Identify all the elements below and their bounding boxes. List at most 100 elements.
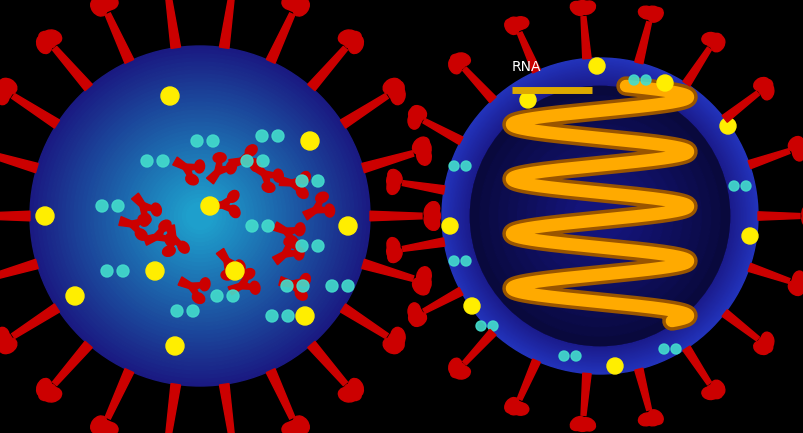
Ellipse shape (273, 169, 283, 182)
Circle shape (728, 181, 738, 191)
Polygon shape (266, 13, 295, 63)
Ellipse shape (250, 281, 259, 294)
Polygon shape (0, 151, 39, 173)
Circle shape (90, 106, 309, 326)
Ellipse shape (760, 83, 773, 100)
Circle shape (570, 351, 581, 361)
Polygon shape (266, 368, 295, 419)
Ellipse shape (292, 0, 309, 16)
Circle shape (458, 74, 740, 358)
Polygon shape (143, 234, 158, 245)
Ellipse shape (37, 35, 51, 54)
Ellipse shape (94, 420, 112, 433)
Circle shape (146, 262, 164, 280)
Polygon shape (132, 218, 145, 228)
Ellipse shape (383, 338, 401, 354)
Polygon shape (165, 384, 181, 433)
Circle shape (526, 143, 672, 289)
Circle shape (540, 157, 658, 275)
Circle shape (444, 61, 754, 371)
Circle shape (54, 70, 345, 362)
Ellipse shape (453, 366, 470, 379)
Ellipse shape (234, 260, 245, 273)
Circle shape (450, 67, 748, 365)
Circle shape (509, 126, 689, 306)
Circle shape (296, 240, 308, 252)
Ellipse shape (512, 17, 528, 29)
Circle shape (141, 155, 153, 167)
Ellipse shape (386, 242, 399, 259)
Ellipse shape (410, 106, 426, 120)
Polygon shape (361, 151, 414, 173)
Circle shape (455, 71, 744, 361)
Circle shape (161, 87, 179, 105)
Ellipse shape (757, 80, 772, 95)
Circle shape (580, 197, 618, 236)
Polygon shape (517, 359, 540, 400)
Polygon shape (313, 197, 323, 211)
Ellipse shape (386, 178, 399, 194)
Ellipse shape (162, 246, 175, 256)
Ellipse shape (324, 204, 334, 217)
Circle shape (339, 217, 357, 235)
Circle shape (170, 186, 230, 246)
Polygon shape (721, 310, 758, 341)
Circle shape (187, 305, 199, 317)
Circle shape (66, 287, 84, 305)
Circle shape (507, 124, 691, 308)
Circle shape (312, 175, 324, 187)
Polygon shape (178, 277, 193, 289)
Polygon shape (191, 283, 205, 290)
Circle shape (447, 64, 751, 368)
Circle shape (257, 155, 269, 167)
Circle shape (520, 92, 536, 108)
Ellipse shape (295, 289, 307, 300)
Circle shape (325, 280, 337, 292)
Circle shape (573, 190, 625, 242)
Circle shape (98, 114, 301, 318)
Polygon shape (52, 341, 92, 386)
Circle shape (38, 54, 361, 378)
Ellipse shape (295, 223, 304, 236)
Ellipse shape (416, 272, 430, 291)
Ellipse shape (450, 54, 465, 69)
Polygon shape (581, 16, 590, 59)
Ellipse shape (412, 278, 429, 295)
Polygon shape (183, 166, 194, 180)
Ellipse shape (262, 182, 275, 192)
Ellipse shape (226, 161, 236, 174)
Polygon shape (157, 233, 170, 242)
Circle shape (459, 76, 739, 356)
Circle shape (446, 62, 752, 369)
Ellipse shape (507, 17, 524, 31)
Polygon shape (272, 251, 287, 265)
Polygon shape (105, 13, 133, 63)
Circle shape (312, 240, 324, 252)
Circle shape (58, 74, 341, 358)
Polygon shape (422, 119, 463, 145)
Ellipse shape (245, 145, 257, 156)
Circle shape (443, 59, 756, 372)
Circle shape (210, 290, 222, 302)
Circle shape (300, 132, 319, 150)
Circle shape (478, 94, 721, 338)
Circle shape (96, 200, 108, 212)
Ellipse shape (752, 78, 769, 91)
Ellipse shape (638, 413, 654, 426)
Circle shape (448, 161, 459, 171)
Circle shape (525, 142, 674, 291)
Polygon shape (279, 277, 293, 287)
Circle shape (470, 87, 728, 346)
Circle shape (564, 181, 634, 251)
Circle shape (296, 175, 308, 187)
Polygon shape (402, 181, 444, 194)
Polygon shape (210, 201, 223, 210)
Circle shape (555, 171, 644, 261)
Ellipse shape (99, 422, 118, 433)
Polygon shape (340, 94, 388, 128)
Ellipse shape (801, 213, 803, 229)
Circle shape (606, 358, 622, 374)
Circle shape (78, 94, 321, 338)
Circle shape (174, 191, 226, 242)
Polygon shape (229, 158, 243, 168)
